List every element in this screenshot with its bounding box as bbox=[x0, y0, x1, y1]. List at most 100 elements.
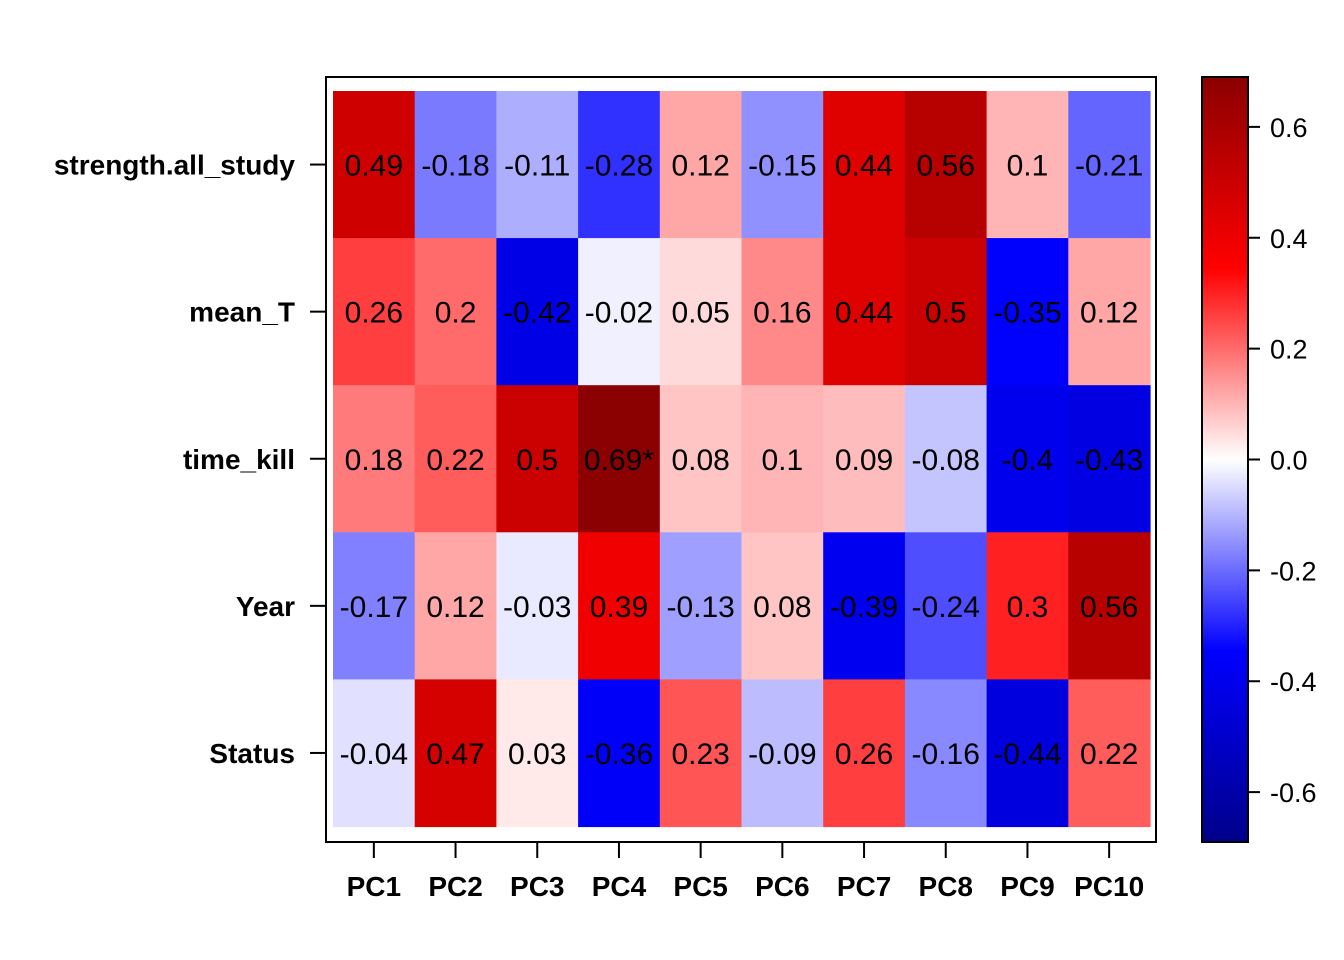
heatmap-cell bbox=[741, 91, 824, 239]
cell-value-label: 0.44 bbox=[835, 150, 893, 183]
column-label: PC9 bbox=[1000, 871, 1054, 902]
colorbar-tick-label: -0.6 bbox=[1270, 778, 1317, 808]
cell-value-label: -0.44 bbox=[993, 738, 1061, 771]
heatmap-cell bbox=[659, 91, 743, 239]
heatmap-cell bbox=[496, 679, 579, 828]
heatmap-cell bbox=[986, 91, 1069, 239]
heatmap-cell bbox=[414, 532, 497, 680]
row-label: Status bbox=[209, 738, 295, 769]
heatmap-cell bbox=[986, 385, 1069, 533]
heatmap-cell bbox=[986, 679, 1069, 828]
cell-value-label: -0.21 bbox=[1075, 150, 1143, 183]
cell-value-label: 0.2 bbox=[435, 297, 477, 330]
colorbar-axis: -0.6 -0.4 -0.2 0.0 0.2 0.4 0.6 bbox=[1248, 113, 1317, 808]
heatmap-cell bbox=[741, 679, 824, 828]
heatmap-cell bbox=[496, 532, 579, 680]
cell-value-label: -0.03 bbox=[503, 591, 571, 624]
heatmap-cell bbox=[414, 238, 497, 386]
heatmap-cell bbox=[904, 91, 988, 239]
cell-value-label: 0.22 bbox=[1080, 738, 1138, 771]
cell-value-label: 0.49 bbox=[345, 150, 403, 183]
heatmap-cells bbox=[333, 91, 1151, 828]
colorbar-tick-label: 0.6 bbox=[1270, 113, 1308, 143]
cell-value-label: -0.35 bbox=[993, 297, 1061, 330]
cell-value-label: -0.4 bbox=[1002, 444, 1054, 477]
cell-value-label: 0.69* bbox=[584, 444, 654, 477]
heatmap-cell bbox=[823, 91, 906, 239]
cell-value-label: -0.36 bbox=[585, 738, 653, 771]
row-label: mean_T bbox=[189, 297, 295, 328]
heatmap-cell bbox=[1068, 91, 1151, 239]
heatmap-cell bbox=[414, 91, 497, 239]
heatmap-cell bbox=[741, 238, 824, 386]
cell-value-label: 0.56 bbox=[917, 150, 975, 183]
cell-value-label: 0.44 bbox=[835, 297, 893, 330]
colorbar-tick-label: -0.4 bbox=[1270, 667, 1317, 697]
heatmap-cell bbox=[1068, 385, 1151, 533]
cell-value-label: 0.05 bbox=[671, 297, 729, 330]
heatmap-cell bbox=[1068, 532, 1151, 680]
column-label: PC10 bbox=[1074, 871, 1144, 902]
column-label: PC5 bbox=[673, 871, 727, 902]
cell-value-label: 0.3 bbox=[1007, 591, 1049, 624]
cell-value-label: 0.22 bbox=[426, 444, 484, 477]
cell-value-label: 0.08 bbox=[671, 444, 729, 477]
cell-value-label: -0.09 bbox=[748, 738, 816, 771]
cell-value-label: 0.26 bbox=[835, 738, 893, 771]
heatmap-cell bbox=[578, 91, 661, 239]
heatmap-cell-labels: 0.49 -0.18 -0.11 -0.28 0.12 -0.15 0.44 0.56 0.1-… bbox=[340, 150, 1144, 771]
heatmap-cell bbox=[823, 532, 906, 680]
cell-value-label: -0.02 bbox=[585, 297, 653, 330]
heatmap-cell bbox=[333, 238, 416, 386]
column-label: PC1 bbox=[347, 871, 401, 902]
cell-value-label: 0.12 bbox=[671, 150, 729, 183]
heatmap-cell bbox=[496, 238, 579, 386]
heatmap-cell bbox=[496, 91, 579, 239]
cell-value-label: 0.47 bbox=[426, 738, 484, 771]
cell-value-label: 0.1 bbox=[1007, 150, 1049, 183]
heatmap-cell bbox=[904, 679, 988, 828]
heatmap-cell bbox=[823, 679, 906, 828]
column-label: PC4 bbox=[592, 871, 647, 902]
cell-value-label: 0.56 bbox=[1080, 591, 1138, 624]
cell-value-label: 0.39 bbox=[590, 591, 648, 624]
cell-value-label: -0.11 bbox=[504, 150, 570, 183]
cell-value-label: 0.18 bbox=[345, 444, 403, 477]
heatmap-cell bbox=[578, 679, 661, 828]
cell-value-label: -0.17 bbox=[340, 591, 408, 624]
cell-value-label: 0.08 bbox=[753, 591, 811, 624]
column-axis: PC1 PC2 PC3 PC4 PC5 PC6 PC7 PC8 PC9 PC10 bbox=[347, 842, 1144, 902]
heatmap-cell bbox=[741, 532, 824, 680]
cell-value-label: 0.26 bbox=[345, 297, 403, 330]
cell-value-label: 0.03 bbox=[508, 738, 566, 771]
heatmap-cell bbox=[904, 532, 988, 680]
heatmap-cell bbox=[659, 532, 743, 680]
heatmap-cell bbox=[741, 385, 824, 533]
cell-value-label: -0.24 bbox=[912, 591, 980, 624]
heatmap-cell bbox=[904, 238, 988, 386]
cell-value-label: -0.16 bbox=[912, 738, 980, 771]
heatmap-cell bbox=[414, 385, 497, 533]
heatmap-cell bbox=[414, 679, 497, 828]
heatmap-cell bbox=[333, 679, 416, 828]
cell-value-label: -0.28 bbox=[585, 150, 653, 183]
heatmap-cell bbox=[659, 679, 743, 828]
heatmap-cell bbox=[659, 238, 743, 386]
heatmap-cell bbox=[578, 238, 661, 386]
cell-value-label: 0.5 bbox=[925, 297, 967, 330]
cell-value-label: -0.39 bbox=[830, 591, 898, 624]
column-label: PC8 bbox=[919, 871, 973, 902]
heatmap-cell bbox=[986, 532, 1069, 680]
column-label: PC2 bbox=[428, 871, 482, 902]
cell-value-label: -0.13 bbox=[666, 591, 734, 624]
cell-value-label: -0.43 bbox=[1075, 444, 1143, 477]
cell-value-label: 0.12 bbox=[1080, 297, 1138, 330]
cell-value-label: 0.12 bbox=[426, 591, 484, 624]
column-label: PC3 bbox=[510, 871, 564, 902]
heatmap-cell bbox=[1068, 238, 1151, 386]
heatmap-cell bbox=[823, 385, 906, 533]
colorbar-tick-label: 0.2 bbox=[1270, 335, 1308, 365]
cell-value-label: 0.16 bbox=[753, 297, 811, 330]
cell-value-label: -0.18 bbox=[421, 150, 489, 183]
